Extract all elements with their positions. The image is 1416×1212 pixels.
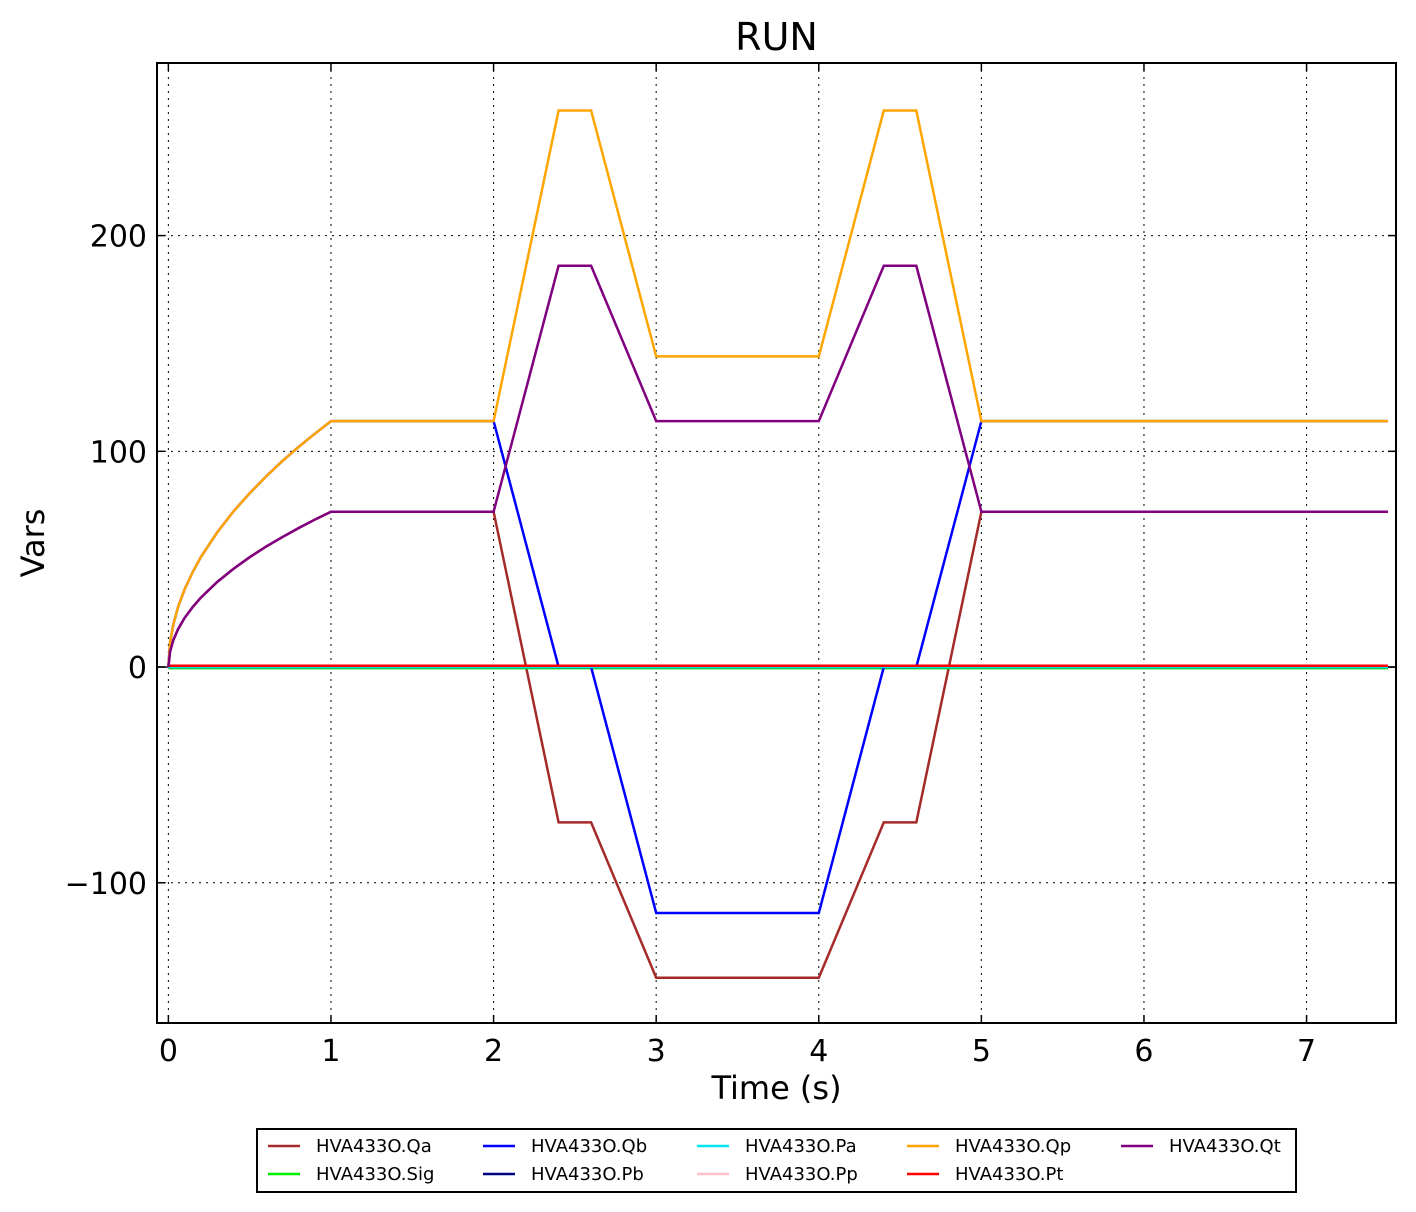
legend-label-hva433o-pp: HVA433O.Pp <box>745 1164 858 1185</box>
series-line-hva433o-qt <box>167 264 1388 668</box>
plot-frame <box>156 62 1397 1024</box>
legend-label-hva433o-qa: HVA433O.Qa <box>316 1136 432 1157</box>
x-tick-label: 4 <box>809 1034 828 1069</box>
y-tick-label: 200 <box>90 220 147 255</box>
grid <box>157 63 1396 1023</box>
ticks: 0 1 2 3 4 5 6 7 −100 0 100 200 <box>65 63 1396 1069</box>
y-tick-label: −100 <box>65 867 147 902</box>
x-tick-label: 5 <box>972 1034 991 1069</box>
x-tick-label: 1 <box>321 1034 340 1069</box>
series-line-hva433o-qp <box>167 109 1388 668</box>
y-tick-label: 0 <box>128 651 147 686</box>
y-axis-title: Vars <box>14 509 52 578</box>
x-axis-title: Time (s) <box>710 1069 841 1107</box>
legend-label-hva433o-qb: HVA433O.Qb <box>531 1136 647 1157</box>
x-tick-label: 3 <box>647 1034 666 1069</box>
x-tick-label: 7 <box>1297 1034 1316 1069</box>
legend-label-hva433o-pt: HVA433O.Pt <box>955 1164 1063 1185</box>
chart-title: RUN <box>735 15 818 59</box>
series-layer <box>167 109 1388 979</box>
legend-label-hva433o-qp: HVA433O.Qp <box>955 1136 1071 1157</box>
legend-box <box>256 1128 1297 1193</box>
legend-label-hva433o-pb: HVA433O.Pb <box>531 1164 644 1185</box>
legend-label-hva433o-pa: HVA433O.Pa <box>745 1136 857 1157</box>
y-tick-label: 100 <box>90 435 147 470</box>
legend-label-hva433o-qt: HVA433O.Qt <box>1169 1136 1281 1157</box>
x-tick-label: 2 <box>484 1034 503 1069</box>
x-tick-label: 6 <box>1134 1034 1153 1069</box>
x-tick-label: 0 <box>159 1034 178 1069</box>
legend-label-hva433o-sig: HVA433O.Sig <box>316 1164 434 1185</box>
legend: HVA433O.Qa HVA433O.Qb HVA433O.Pa HVA433O.Qp… <box>256 1128 1297 1193</box>
